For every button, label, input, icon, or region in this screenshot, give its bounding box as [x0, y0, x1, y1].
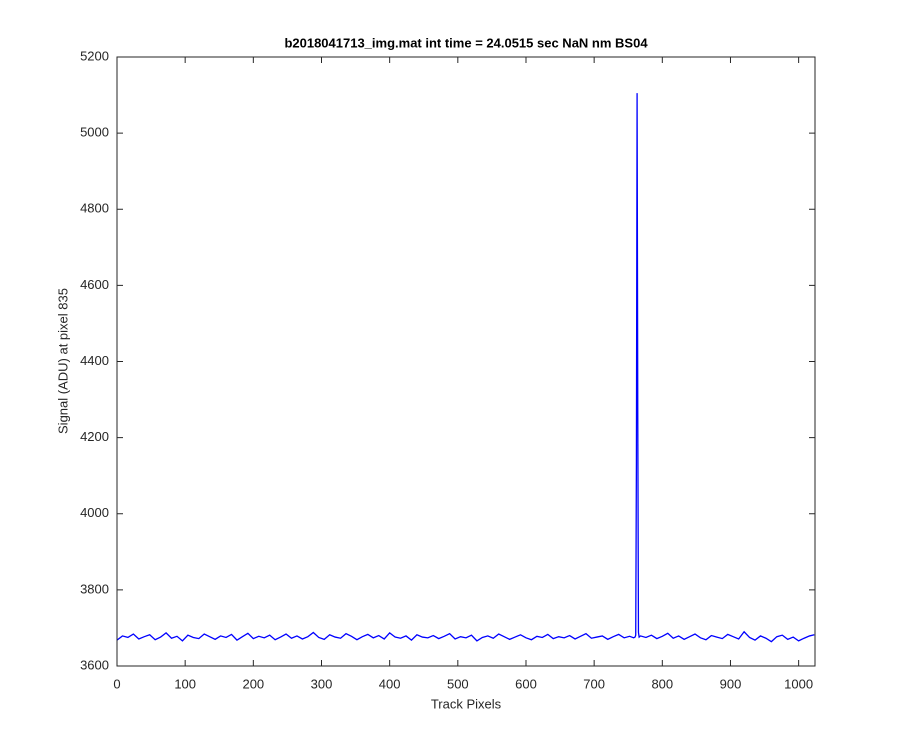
x-tick-label: 1000 [784, 676, 813, 691]
axes-box [116, 56, 816, 667]
x-tick-label: 200 [242, 676, 264, 691]
y-tick-label: 5000 [80, 125, 109, 140]
y-tick-label: 5200 [80, 48, 109, 63]
x-tick-label: 800 [651, 676, 673, 691]
x-tick-label: 0 [113, 676, 120, 691]
y-tick-label: 4600 [80, 277, 109, 292]
y-tick-label: 4000 [80, 505, 109, 520]
x-tick-label: 400 [379, 676, 401, 691]
x-tick-label: 700 [583, 676, 605, 691]
chart-title: b2018041713_img.mat int time = 24.0515 s… [284, 35, 648, 50]
y-axis-label: Signal (ADU) at pixel 835 [55, 288, 70, 434]
y-tick-label: 4800 [80, 201, 109, 216]
y-tick-label: 4400 [80, 353, 109, 368]
x-tick-label: 300 [311, 676, 333, 691]
y-tick-label: 4200 [80, 429, 109, 444]
y-tick-label: 3600 [80, 657, 109, 672]
x-tick-label: 500 [447, 676, 469, 691]
data-line [116, 93, 815, 643]
x-axis-label: Track Pixels [431, 696, 502, 711]
y-tick-label: 3800 [80, 581, 109, 596]
x-tick-label: 100 [174, 676, 196, 691]
x-tick-label: 900 [720, 676, 742, 691]
x-tick-label: 600 [515, 676, 537, 691]
